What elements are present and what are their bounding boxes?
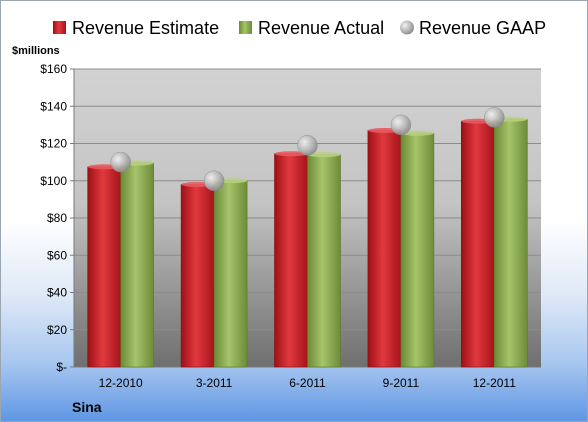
legend-swatch-actual <box>239 21 252 34</box>
legend: Revenue Estimate Revenue Actual Revenue … <box>53 18 546 38</box>
y-axis-ticks: $- $20 $40 $60 $80 $100 $120 $140 $160 <box>40 62 75 374</box>
bar-revenue-estimate <box>460 120 495 368</box>
bar-revenue-actual-cap <box>307 152 341 158</box>
bar-revenue-estimate-cap <box>274 151 308 157</box>
x-tick-label: 3-2011 <box>196 376 233 390</box>
y-tick-label: $100 <box>40 174 67 188</box>
company-name: Sina <box>72 399 102 415</box>
bar-revenue-estimate <box>87 166 121 368</box>
bar-revenue-actual <box>307 154 341 368</box>
x-tick-label: 12-2011 <box>473 376 516 390</box>
bars <box>87 116 528 368</box>
y-axis-unit-label: $millions <box>12 45 60 57</box>
y-tick-label: $120 <box>40 137 67 151</box>
bar-revenue-actual <box>213 180 248 368</box>
x-tick-label: 12-2010 <box>99 376 143 390</box>
x-tick-label: 6-2011 <box>289 376 326 390</box>
bar-revenue-actual-cap <box>400 130 434 136</box>
x-tick-label: 9-2011 <box>383 376 420 390</box>
y-tick-label: $80 <box>47 211 67 225</box>
y-tick-label: $140 <box>40 99 67 113</box>
legend-label-actual: Revenue Actual <box>258 18 384 38</box>
legend-label-estimate: Revenue Estimate <box>72 18 219 38</box>
x-axis-ticks: 12-2010 3-2011 6-2011 9-2011 12-2011 <box>99 376 517 390</box>
y-tick-label: $20 <box>47 323 67 337</box>
marker-revenue-gaap <box>484 107 505 128</box>
bar-revenue-actual <box>120 162 154 368</box>
y-tick-label: $160 <box>40 62 67 76</box>
bar-revenue-estimate <box>274 153 308 368</box>
marker-revenue-gaap <box>297 135 318 156</box>
y-tick-label: $- <box>56 360 67 374</box>
legend-label-gaap: Revenue GAAP <box>419 18 546 38</box>
bar-revenue-estimate <box>367 130 402 368</box>
legend-swatch-estimate <box>53 21 66 34</box>
marker-revenue-gaap <box>390 114 412 136</box>
marker-revenue-gaap <box>203 170 225 191</box>
y-tick-label: $60 <box>47 248 67 262</box>
marker-revenue-gaap <box>110 151 131 173</box>
y-tick-label: $40 <box>47 286 67 300</box>
bar-revenue-actual <box>493 118 528 368</box>
legend-marker-gaap <box>400 20 414 35</box>
bar-revenue-actual <box>400 132 435 368</box>
gaap-markers <box>110 107 505 191</box>
bar-revenue-estimate <box>180 184 215 368</box>
